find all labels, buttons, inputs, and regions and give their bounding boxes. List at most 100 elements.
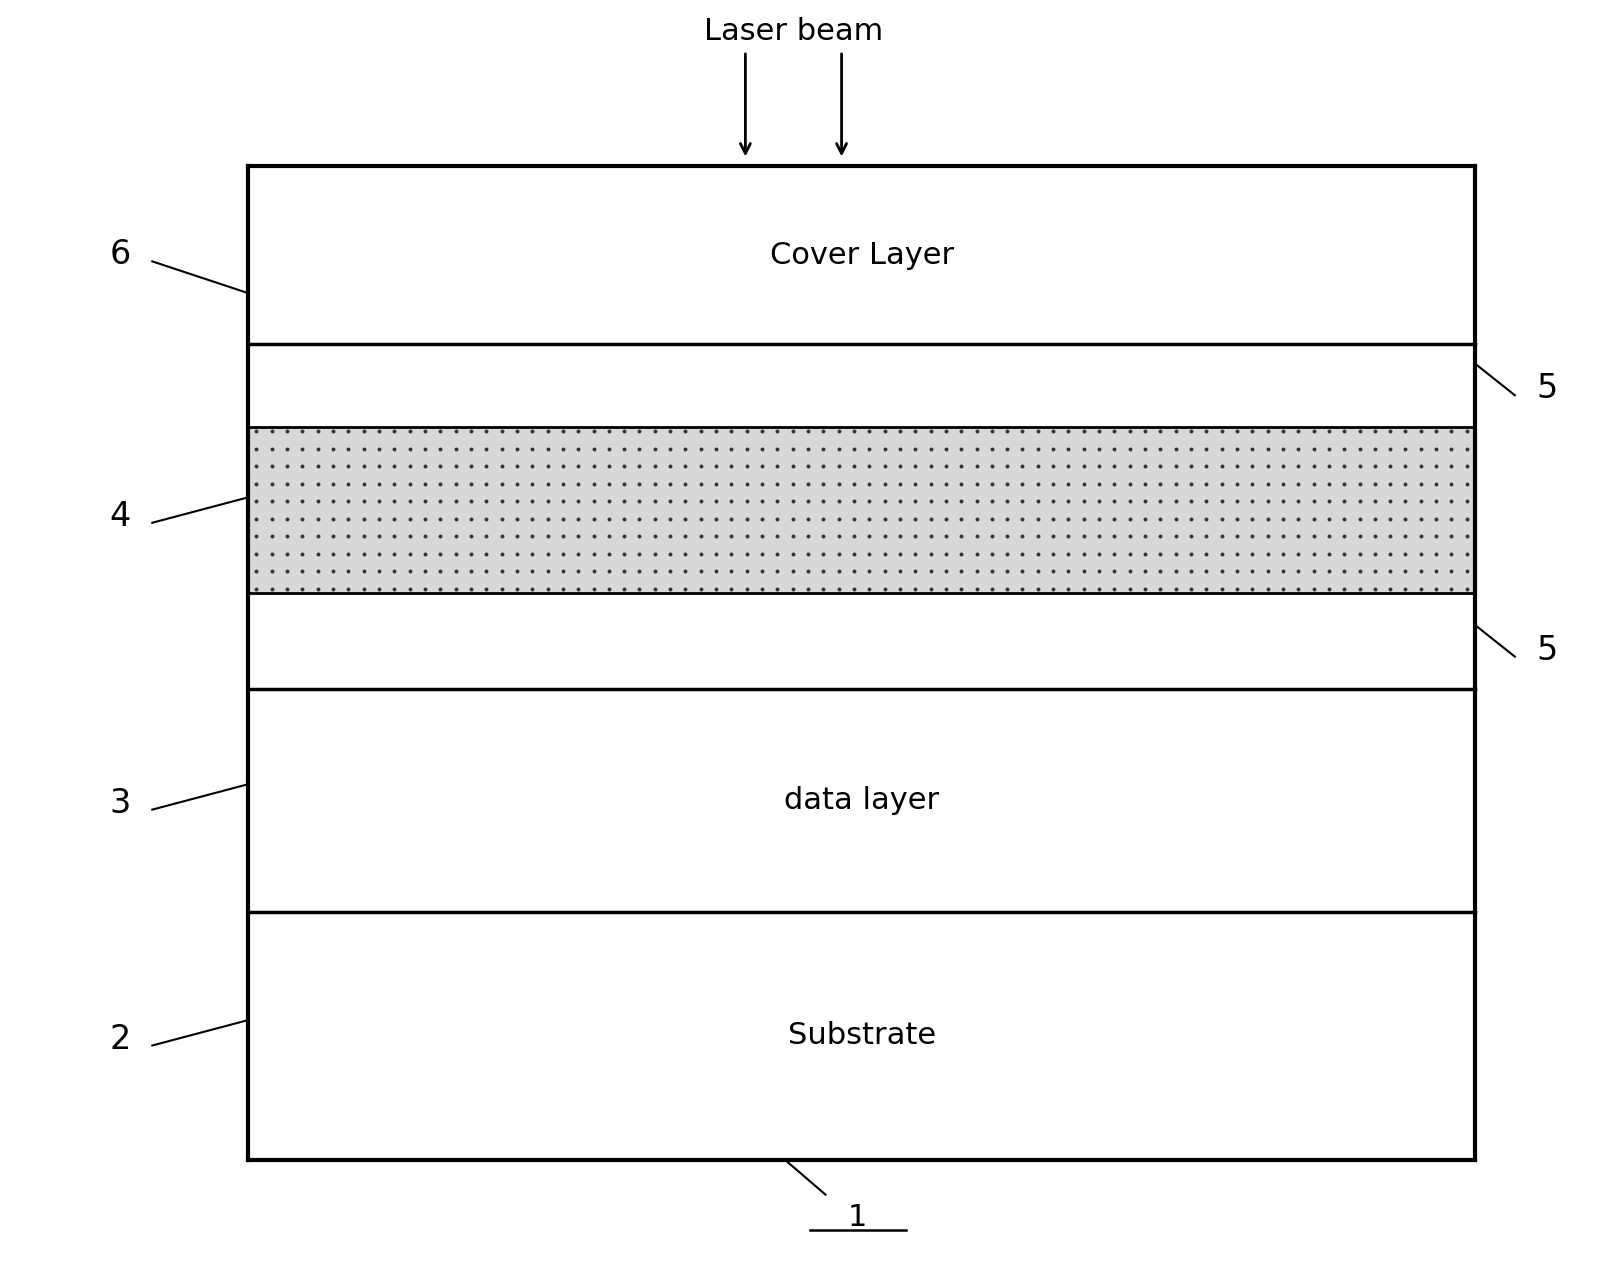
Point	[1071, 473, 1096, 493]
Point	[442, 561, 468, 581]
Point	[1377, 579, 1403, 599]
Point	[1132, 421, 1157, 441]
Point	[872, 527, 898, 547]
Point	[734, 543, 760, 564]
Point	[1040, 473, 1066, 493]
Point	[442, 456, 468, 477]
Point	[260, 456, 285, 477]
Point	[795, 421, 821, 441]
Text: 2: 2	[109, 1023, 131, 1056]
Point	[1010, 456, 1036, 477]
Point	[290, 473, 316, 493]
Point	[1454, 439, 1480, 459]
Point	[795, 509, 821, 529]
Point	[398, 527, 423, 547]
Point	[1407, 456, 1433, 477]
Point	[872, 473, 898, 493]
Point	[489, 473, 515, 493]
Point	[749, 561, 774, 581]
Point	[321, 509, 346, 529]
Point	[611, 527, 636, 547]
Point	[260, 491, 285, 511]
Point	[274, 456, 300, 477]
Point	[260, 473, 285, 493]
Point	[1148, 456, 1173, 477]
Point	[412, 543, 438, 564]
Point	[933, 509, 959, 529]
Point	[811, 527, 837, 547]
Point	[1377, 456, 1403, 477]
Point	[1454, 421, 1480, 441]
Point	[244, 561, 269, 581]
Point	[734, 579, 760, 599]
Point	[902, 421, 928, 441]
Point	[244, 421, 269, 441]
Point	[365, 543, 391, 564]
Point	[933, 543, 959, 564]
Point	[734, 473, 760, 493]
Point	[919, 456, 944, 477]
Point	[1040, 561, 1066, 581]
Point	[1225, 456, 1250, 477]
Text: 5: 5	[1536, 372, 1558, 405]
Point	[1101, 439, 1127, 459]
Point	[335, 421, 361, 441]
Point	[1117, 543, 1143, 564]
Point	[1209, 439, 1234, 459]
Point	[412, 473, 438, 493]
Point	[718, 473, 744, 493]
Point	[1300, 579, 1326, 599]
Point	[1363, 561, 1388, 581]
Point	[718, 509, 744, 529]
Point	[1056, 561, 1082, 581]
Point	[473, 543, 499, 564]
Point	[1393, 561, 1419, 581]
Point	[963, 439, 989, 459]
Point	[1423, 456, 1449, 477]
Point	[811, 543, 837, 564]
Point	[872, 561, 898, 581]
Point	[442, 473, 468, 493]
Point	[1056, 421, 1082, 441]
Point	[1178, 473, 1204, 493]
Point	[949, 473, 975, 493]
Point	[704, 439, 729, 459]
Point	[673, 509, 699, 529]
Point	[856, 543, 882, 564]
Point	[580, 456, 606, 477]
Point	[305, 456, 330, 477]
Point	[673, 543, 699, 564]
Point	[826, 543, 851, 564]
Point	[305, 561, 330, 581]
Point	[1438, 456, 1464, 477]
Point	[994, 456, 1020, 477]
Text: 4: 4	[109, 500, 131, 533]
Point	[1363, 421, 1388, 441]
Point	[1194, 473, 1220, 493]
Point	[351, 439, 377, 459]
Point	[673, 473, 699, 493]
Point	[627, 527, 652, 547]
Point	[260, 527, 285, 547]
Point	[1438, 509, 1464, 529]
Point	[734, 439, 760, 459]
Point	[580, 527, 606, 547]
Point	[1239, 527, 1265, 547]
Point	[1363, 473, 1388, 493]
Point	[1056, 456, 1082, 477]
Point	[1377, 509, 1403, 529]
Point	[1132, 579, 1157, 599]
Point	[442, 527, 468, 547]
Point	[519, 527, 545, 547]
Point	[274, 579, 300, 599]
Point	[351, 543, 377, 564]
Point	[566, 527, 592, 547]
Point	[1377, 491, 1403, 511]
Point	[1117, 421, 1143, 441]
Point	[442, 491, 468, 511]
Point	[1332, 491, 1358, 511]
Point	[765, 421, 790, 441]
Point	[458, 473, 484, 493]
Point	[886, 509, 912, 529]
Point	[688, 439, 713, 459]
